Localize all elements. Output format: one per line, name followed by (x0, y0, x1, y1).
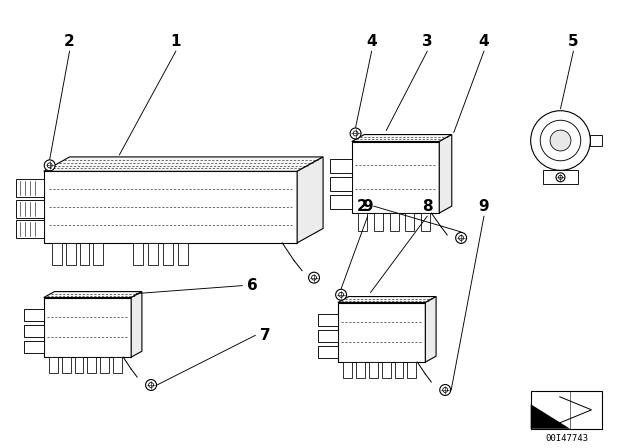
Text: 7: 7 (260, 328, 271, 343)
Circle shape (540, 120, 580, 161)
Circle shape (443, 388, 447, 392)
Polygon shape (531, 391, 602, 429)
Text: 00I47743: 00I47743 (545, 434, 588, 443)
Polygon shape (406, 213, 415, 231)
Polygon shape (113, 357, 122, 373)
Polygon shape (318, 330, 338, 342)
Polygon shape (178, 243, 188, 265)
Polygon shape (381, 362, 390, 378)
Polygon shape (131, 292, 142, 357)
Polygon shape (163, 243, 173, 265)
Circle shape (44, 160, 55, 171)
Circle shape (335, 289, 347, 300)
Circle shape (531, 111, 590, 170)
Circle shape (440, 384, 451, 396)
Polygon shape (44, 157, 323, 171)
Text: 8: 8 (422, 198, 433, 214)
Polygon shape (390, 213, 399, 231)
Circle shape (308, 272, 319, 283)
Polygon shape (543, 170, 579, 184)
Circle shape (550, 130, 571, 151)
Polygon shape (65, 243, 76, 265)
Circle shape (312, 275, 317, 280)
Polygon shape (352, 134, 452, 142)
Polygon shape (394, 362, 403, 378)
Circle shape (148, 383, 154, 388)
Polygon shape (590, 134, 602, 146)
Polygon shape (297, 157, 323, 243)
Polygon shape (52, 243, 61, 265)
Polygon shape (408, 362, 417, 378)
Circle shape (459, 236, 463, 241)
Polygon shape (343, 362, 352, 378)
Polygon shape (369, 362, 378, 378)
Polygon shape (439, 134, 452, 213)
Polygon shape (318, 346, 338, 358)
Polygon shape (148, 243, 158, 265)
Polygon shape (16, 200, 44, 218)
Polygon shape (338, 297, 436, 302)
Polygon shape (318, 314, 338, 326)
Polygon shape (330, 159, 352, 173)
Polygon shape (374, 213, 383, 231)
Polygon shape (356, 362, 365, 378)
Circle shape (350, 128, 361, 139)
Polygon shape (16, 179, 44, 197)
Circle shape (556, 173, 565, 182)
Polygon shape (133, 243, 143, 265)
Text: 5: 5 (568, 34, 579, 49)
Polygon shape (330, 177, 352, 191)
Text: 4: 4 (366, 34, 377, 49)
Polygon shape (531, 404, 570, 429)
Polygon shape (352, 142, 439, 213)
Text: 9: 9 (479, 198, 490, 214)
Polygon shape (358, 213, 367, 231)
Polygon shape (74, 357, 83, 373)
Text: 4: 4 (479, 34, 490, 49)
Circle shape (559, 175, 563, 179)
Text: 2: 2 (356, 198, 367, 214)
Polygon shape (44, 171, 297, 243)
Polygon shape (100, 357, 109, 373)
Polygon shape (49, 357, 58, 373)
Circle shape (456, 233, 467, 243)
Polygon shape (93, 243, 103, 265)
Circle shape (145, 379, 157, 391)
Polygon shape (79, 243, 90, 265)
Polygon shape (24, 325, 44, 337)
Polygon shape (330, 195, 352, 209)
Text: 1: 1 (171, 34, 181, 49)
Text: 9: 9 (362, 198, 373, 214)
Polygon shape (61, 357, 70, 373)
Polygon shape (421, 213, 430, 231)
Text: 2: 2 (64, 34, 75, 49)
Polygon shape (24, 341, 44, 353)
Polygon shape (44, 292, 142, 297)
Polygon shape (44, 297, 131, 357)
Polygon shape (338, 302, 426, 362)
Polygon shape (88, 357, 97, 373)
Circle shape (47, 163, 52, 168)
Circle shape (339, 292, 344, 297)
Text: 3: 3 (422, 34, 433, 49)
Polygon shape (16, 220, 44, 238)
Text: 6: 6 (247, 278, 258, 293)
Circle shape (353, 131, 358, 136)
Polygon shape (426, 297, 436, 362)
Polygon shape (24, 310, 44, 321)
